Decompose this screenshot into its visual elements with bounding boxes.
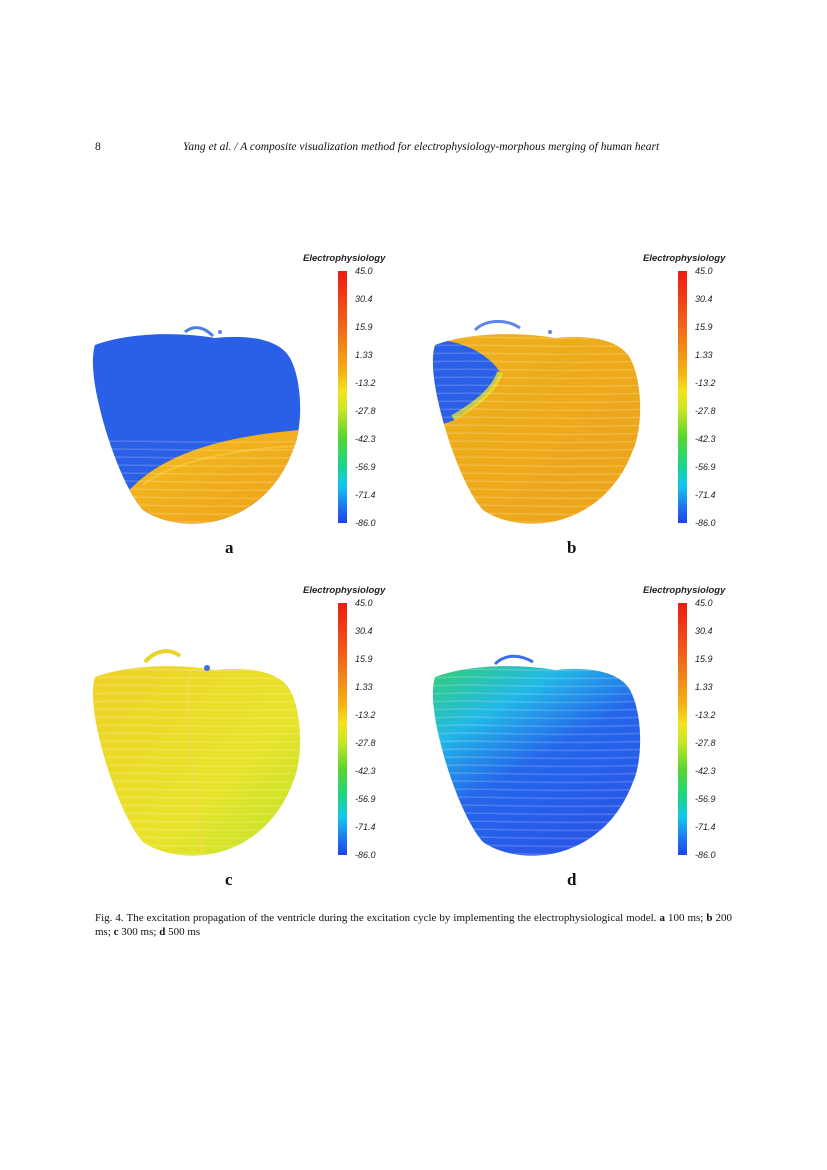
ventricle-render-b [432, 320, 641, 524]
colorbar-tick: -71.4 [695, 822, 716, 832]
colorbar-tick: 1.33 [695, 350, 713, 360]
legend-title: Electrophysiology [303, 253, 386, 264]
colorbar-tick: 45.0 [355, 598, 373, 608]
legend-title: Electrophysiology [643, 585, 726, 596]
colorbar-tick: 45.0 [355, 266, 373, 276]
colorbar-tick: 1.33 [355, 350, 373, 360]
colorbar-tick: -27.8 [695, 406, 716, 416]
figure-panel-a: Electrophysiology 45.0 30.4 15.9 1.33 -1… [85, 250, 415, 557]
colorbar-tick: 30.4 [355, 294, 373, 304]
colorbar-tick: -56.9 [695, 462, 716, 472]
colorbar-tick: -56.9 [355, 462, 376, 472]
colorbar-tick: -71.4 [355, 490, 376, 500]
caption-item-value: 100 ms; [667, 912, 704, 924]
colorbar-tick: -42.3 [695, 766, 716, 776]
ventricle-render-c [92, 649, 301, 856]
caption-item-label: a [659, 912, 665, 924]
colorbar-tick: -42.3 [355, 434, 376, 444]
caption-item-label: c [113, 926, 119, 938]
panel-label: c [225, 870, 233, 889]
caption-text: Fig. 4. The excitation propagation of th… [95, 912, 657, 924]
colorbar-tick: -13.2 [355, 710, 376, 720]
colorbar-ticks: 45.0 30.4 15.9 1.33 -13.2 -27.8 -42.3 -5… [355, 266, 415, 528]
figure-panel-c: Electrophysiology 45.0 30.4 15.9 1.33 -1… [85, 582, 415, 889]
colorbar-tick: 1.33 [695, 682, 713, 692]
colorbar-tick: 30.4 [695, 294, 713, 304]
colorbar-tick: -56.9 [695, 794, 716, 804]
panel-label: a [225, 538, 234, 557]
colorbar-tick: -13.2 [695, 710, 716, 720]
colorbar-tick: -27.8 [695, 738, 716, 748]
colorbar-tick: -13.2 [355, 378, 376, 388]
colorbar-tick: 15.9 [355, 322, 373, 332]
colorbar-tick: -42.3 [695, 434, 716, 444]
page-number: 8 [95, 141, 101, 153]
colorbar-tick: 30.4 [695, 626, 713, 636]
caption-item-label: d [159, 926, 166, 938]
colorbar-tick: -86.0 [695, 850, 716, 860]
colorbar-tick: 15.9 [695, 322, 713, 332]
colorbar-tick: 45.0 [695, 266, 713, 276]
colorbar-tick: -13.2 [695, 378, 716, 388]
colorbar [338, 271, 347, 523]
caption-item-value: 200 ms; [95, 912, 733, 938]
colorbar-tick: -42.3 [355, 766, 376, 776]
colorbar-ticks: 45.0 30.4 15.9 1.33 -13.2 -27.8 -42.3 -5… [355, 598, 415, 860]
colorbar-tick: 45.0 [695, 598, 713, 608]
panel-label: d [567, 870, 577, 889]
legend-title: Electrophysiology [303, 585, 386, 596]
colorbar-tick: -27.8 [355, 406, 376, 416]
colorbar-tick: -86.0 [355, 850, 376, 860]
panel-label: b [567, 538, 577, 557]
ventricle-render-a [92, 326, 301, 524]
colorbar-ticks: 45.0 30.4 15.9 1.33 -13.2 -27.8 -42.3 -5… [695, 598, 755, 860]
colorbar-tick: 30.4 [355, 626, 373, 636]
colorbar-tick: -71.4 [355, 822, 376, 832]
colorbar-tick: -86.0 [355, 518, 376, 528]
colorbar-tick: -56.9 [355, 794, 376, 804]
colorbar-ticks: 45.0 30.4 15.9 1.33 -13.2 -27.8 -42.3 -5… [695, 266, 755, 528]
figure-panel-d: Electrophysiology 45.0 30.4 15.9 1.33 -1… [425, 582, 755, 889]
colorbar-tick: 15.9 [355, 654, 373, 664]
ventricle-render-d [432, 654, 641, 856]
caption-item-label: b [706, 912, 713, 924]
colorbar-tick: -71.4 [695, 490, 716, 500]
legend-title: Electrophysiology [643, 253, 726, 264]
colorbar-tick: -86.0 [695, 518, 716, 528]
figure-panel-b: Electrophysiology 45.0 30.4 15.9 1.33 -1… [425, 250, 755, 557]
colorbar [678, 603, 687, 855]
colorbar-tick: 1.33 [355, 682, 373, 692]
figure-caption: Fig. 4. The excitation propagation of th… [95, 911, 732, 939]
running-head: Yang et al. / A composite visualization … [183, 141, 660, 153]
colorbar [338, 603, 347, 855]
caption-item-value: 300 ms; [121, 926, 157, 938]
colorbar-tick: -27.8 [355, 738, 376, 748]
colorbar-tick: 15.9 [695, 654, 713, 664]
colorbar [678, 271, 687, 523]
caption-item-value: 500 ms [168, 926, 201, 938]
